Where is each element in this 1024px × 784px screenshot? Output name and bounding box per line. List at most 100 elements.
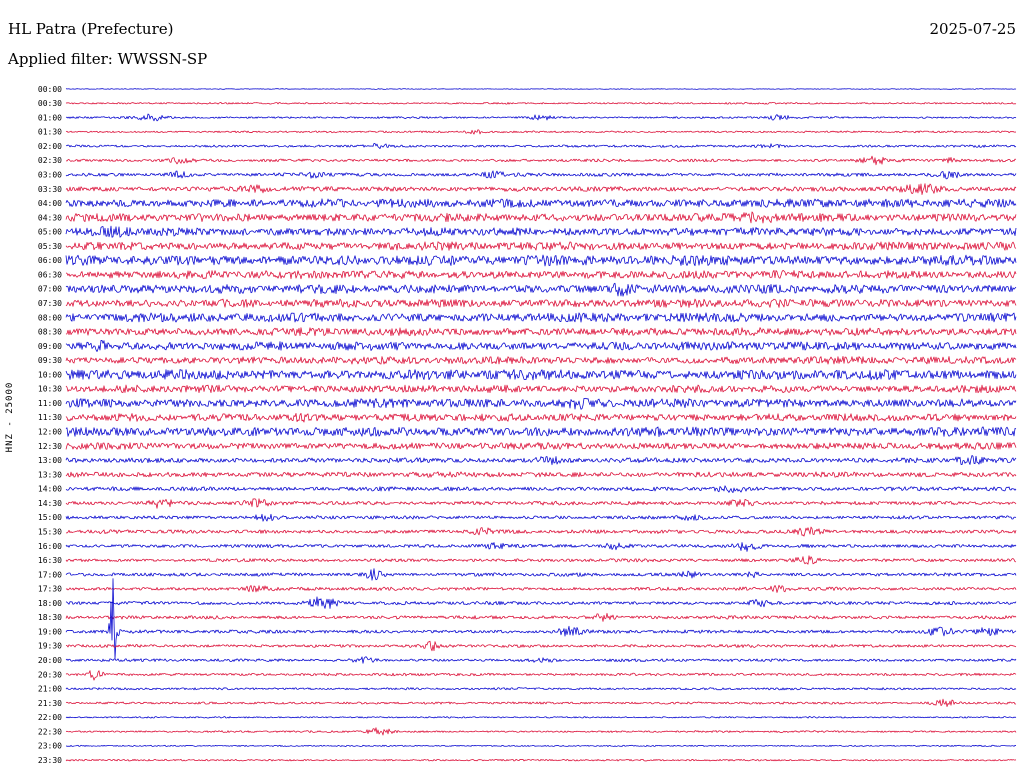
- trace-row: [65, 526, 1017, 537]
- trace-time-label: 12:00: [38, 428, 62, 437]
- trace-row: [65, 155, 1017, 166]
- trace-time-label: 11:00: [38, 399, 62, 408]
- trace-row: [65, 327, 1017, 337]
- trace-row: [65, 426, 1017, 438]
- trace-time-label: 01:30: [38, 128, 62, 137]
- trace-row: [65, 225, 1017, 238]
- trace-row: [65, 142, 1017, 150]
- trace-row: [65, 384, 1017, 394]
- trace-time-label: 02:30: [38, 156, 62, 165]
- trace-row: [65, 339, 1017, 352]
- trace-row: [65, 282, 1017, 297]
- trace-row: [65, 485, 1017, 493]
- trace-time-label: 14:00: [38, 485, 62, 494]
- date-label: 2025-07-25: [929, 20, 1016, 38]
- trace-row: [65, 716, 1017, 719]
- trace-time-label: 18:00: [38, 599, 62, 608]
- trace-time-label: 07:30: [38, 299, 62, 308]
- trace-time-label: 10:30: [38, 385, 62, 394]
- trace-time-label: 19:00: [38, 627, 62, 636]
- trace-time-label: 03:00: [38, 170, 62, 179]
- trace-row: [65, 542, 1017, 552]
- trace-time-label: 20:00: [38, 656, 62, 665]
- trace-time-label: 08:00: [38, 313, 62, 322]
- trace-row: [65, 758, 1017, 762]
- trace-row: [65, 397, 1017, 410]
- trace-row: [65, 129, 1017, 135]
- trace-row: [65, 312, 1017, 323]
- trace-row: [65, 584, 1017, 593]
- trace-row: [65, 170, 1017, 180]
- trace-row: [65, 88, 1017, 90]
- trace-row: [65, 241, 1017, 251]
- trace-row: [65, 211, 1017, 224]
- trace-time-label: 22:00: [38, 713, 62, 722]
- trace-row: [65, 640, 1017, 652]
- trace-row: [65, 455, 1017, 466]
- trace-time-label: 08:30: [38, 328, 62, 337]
- trace-time-label: 05:00: [38, 228, 62, 237]
- trace-time-label: 13:30: [38, 470, 62, 479]
- trace-time-label: 19:30: [38, 642, 62, 651]
- trace-row: [65, 183, 1017, 195]
- trace-time-label: 09:00: [38, 342, 62, 351]
- trace-row: [65, 198, 1017, 208]
- trace-time-label: 05:30: [38, 242, 62, 251]
- trace-row: [65, 102, 1017, 105]
- trace-row: [65, 442, 1017, 450]
- station-title: HL Patra (Prefecture): [8, 20, 174, 38]
- trace-row: [65, 698, 1017, 707]
- trace-time-label: 14:30: [38, 499, 62, 508]
- trace-time-label: 02:00: [38, 142, 62, 151]
- trace-time-label: 09:30: [38, 356, 62, 365]
- trace-time-label: 15:30: [38, 527, 62, 536]
- trace-time-label: 18:30: [38, 613, 62, 622]
- filter-label: Applied filter: WWSSN-SP: [8, 50, 208, 68]
- trace-row: [65, 727, 1017, 736]
- trace-row: [65, 355, 1017, 365]
- trace-row: [65, 471, 1017, 478]
- trace-row: [65, 369, 1017, 381]
- trace-time-label: 06:00: [38, 256, 62, 265]
- trace-row: [65, 670, 1017, 681]
- trace-time-label: 17:00: [38, 570, 62, 579]
- trace-row: [65, 744, 1017, 747]
- trace-row: [65, 596, 1017, 609]
- trace-row: [65, 498, 1017, 509]
- trace-row: [65, 412, 1017, 423]
- trace-row: [65, 254, 1017, 267]
- trace-time-label: 04:30: [38, 213, 62, 222]
- trace-time-label: 12:30: [38, 442, 62, 451]
- trace-time-label: 23:00: [38, 742, 62, 751]
- trace-time-label: 20:30: [38, 670, 62, 679]
- trace-time-label: 07:00: [38, 285, 62, 294]
- trace-time-label: 22:30: [38, 727, 62, 736]
- trace-row: [65, 269, 1017, 280]
- trace-time-label: 04:00: [38, 199, 62, 208]
- trace-time-label: 16:30: [38, 556, 62, 565]
- trace-row: [65, 656, 1017, 664]
- trace-time-label: 01:00: [38, 113, 62, 122]
- trace-time-label: 00:00: [38, 85, 62, 94]
- trace-time-label: 03:30: [38, 185, 62, 194]
- trace-time-label: 21:00: [38, 685, 62, 694]
- trace-row: [65, 612, 1017, 622]
- trace-row: [65, 555, 1017, 565]
- trace-row: [65, 113, 1017, 122]
- trace-time-label: 10:00: [38, 370, 62, 379]
- trace-time-label: 15:00: [38, 513, 62, 522]
- trace-time-label: 17:30: [38, 585, 62, 594]
- trace-row: [65, 513, 1017, 522]
- trace-time-label: 06:30: [38, 270, 62, 279]
- trace-time-label: 16:00: [38, 542, 62, 551]
- trace-time-label: 11:30: [38, 413, 62, 422]
- trace-time-label: 21:30: [38, 699, 62, 708]
- trace-time-label: 00:30: [38, 99, 62, 108]
- trace-row: [65, 298, 1017, 308]
- trace-time-label: 13:00: [38, 456, 62, 465]
- trace-row: [65, 568, 1017, 581]
- trace-row: [65, 687, 1017, 691]
- trace-row: [65, 578, 1017, 660]
